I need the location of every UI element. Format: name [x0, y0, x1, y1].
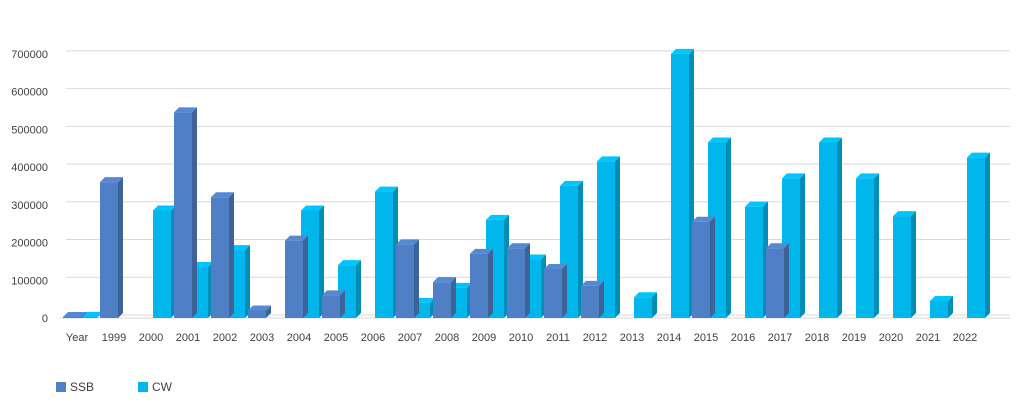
x-tick-label: 2001 — [176, 332, 200, 344]
legend-label-ssb: SSB — [70, 380, 95, 394]
bar-cw — [153, 205, 176, 318]
bar-cw — [967, 152, 990, 318]
x-tick-label: 2008 — [435, 332, 459, 344]
legend-swatch-cw — [138, 382, 149, 392]
x-tick-label: 2021 — [916, 332, 940, 344]
bar-ssb — [766, 243, 789, 318]
x-tick-label: 2015 — [694, 332, 718, 344]
x-tick-label: 2004 — [287, 332, 311, 344]
bar-ssb — [507, 243, 530, 318]
y-tick-label: 200000 — [11, 238, 48, 250]
bar-ssb — [544, 263, 567, 318]
bar-ssb — [470, 248, 493, 318]
legend: SSB CW — [56, 380, 172, 394]
bar-ssb — [396, 239, 419, 318]
bar-ssb — [100, 177, 123, 318]
bar-chart: 0 100000 200000 300000 400000 500000 600000 700… — [11, 48, 1010, 344]
x-tick-label: 2017 — [768, 332, 792, 344]
bar-ssb — [174, 107, 197, 318]
x-tick-label: 2009 — [472, 332, 496, 344]
x-tick-label: 2014 — [657, 332, 681, 344]
bar-ssb — [322, 290, 345, 318]
x-tick-label: 1999 — [102, 332, 126, 344]
x-tick-label: 2007 — [398, 332, 422, 344]
legend-swatch-ssb — [56, 382, 66, 392]
y-tick-label: 700000 — [11, 49, 48, 61]
y-tick-label: 300000 — [11, 200, 48, 212]
bar-cw — [819, 137, 842, 318]
bar-cw — [597, 156, 620, 318]
x-tick-label: 2016 — [731, 332, 755, 344]
bar-cw — [930, 296, 953, 318]
bar-ssb — [285, 235, 308, 318]
y-tick-label: 400000 — [11, 162, 48, 174]
y-tick-label: 600000 — [11, 87, 48, 99]
x-tick-label: 2012 — [583, 332, 607, 344]
x-tick-label: Year — [66, 332, 89, 344]
bar-cw — [671, 48, 694, 318]
legend-item-ssb: SSB — [56, 380, 94, 394]
x-tick-label: 2019 — [842, 332, 866, 344]
x-tick-label: 2013 — [620, 332, 644, 344]
bar-ssb — [433, 277, 456, 318]
bar-cw — [634, 292, 657, 318]
bar-cw — [856, 173, 879, 318]
x-tick-label: 2003 — [250, 332, 274, 344]
y-tick-label: 500000 — [11, 124, 48, 136]
bar-ssb — [211, 192, 234, 318]
bar-cw — [375, 186, 398, 318]
x-tick-label: 2020 — [879, 332, 903, 344]
bar-ssb — [581, 280, 604, 318]
bar-ssb — [692, 216, 715, 318]
x-tick-label: 2002 — [213, 332, 237, 344]
bar-ssb — [63, 312, 86, 318]
y-tick-label: 0 — [42, 313, 48, 325]
legend-label-cw: CW — [152, 380, 173, 394]
legend-item-cw: CW — [138, 380, 172, 394]
x-tick-label: 2000 — [139, 332, 163, 344]
bar-cw — [745, 201, 768, 318]
x-tick-label: 2018 — [805, 332, 829, 344]
x-tick-label: 2006 — [361, 332, 385, 344]
x-tick-label: 2011 — [546, 332, 570, 344]
bar-ssb — [248, 305, 271, 318]
y-tick-label: 100000 — [11, 275, 48, 287]
x-tick-label: 2022 — [953, 332, 977, 344]
bar-cw — [893, 211, 916, 318]
x-tick-label: 2005 — [324, 332, 348, 344]
x-tick-label: 2010 — [509, 332, 533, 344]
